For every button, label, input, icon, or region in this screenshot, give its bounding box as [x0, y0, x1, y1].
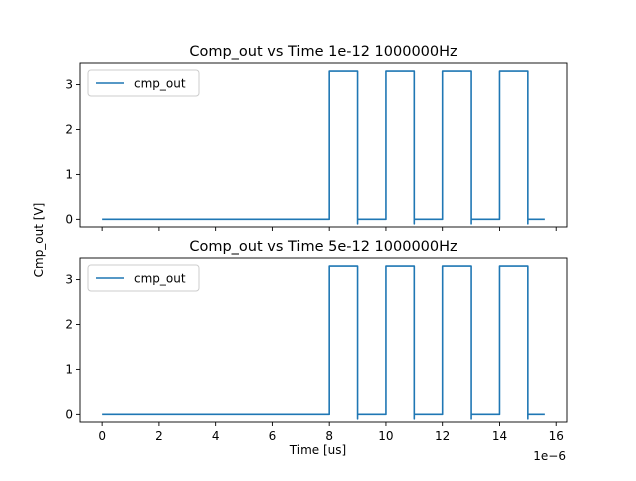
x-offset-label: 1e−6 — [533, 449, 566, 463]
chart-title: Comp_out vs Time 5e-12 1000000Hz — [189, 239, 457, 255]
y-tick-label: 3 — [65, 78, 73, 92]
y-tick-label: 2 — [65, 122, 73, 136]
legend-box — [87, 264, 200, 292]
y-tick-label: 0 — [65, 212, 73, 226]
shared-x-axis-label: Time [us] — [289, 443, 346, 457]
shared-y-axis-label: Cmp_out [V] — [32, 203, 46, 278]
chart-title: Comp_out vs Time 1e-12 1000000Hz — [189, 44, 457, 60]
series-line-1 — [102, 70, 545, 225]
y-tick-label: 1 — [65, 362, 73, 376]
x-tick-label: 10 — [378, 429, 393, 443]
axes-frame — [79, 257, 568, 423]
legend-label: cmp_out — [134, 77, 186, 91]
y-tick-label: 0 — [65, 407, 73, 421]
y-tick-label: 3 — [65, 273, 73, 287]
x-tick-label: 8 — [325, 429, 333, 443]
x-tick-label: 2 — [155, 429, 163, 443]
x-tick-label: 0 — [98, 429, 106, 443]
x-tick-label: 12 — [435, 429, 450, 443]
y-tick-label: 1 — [65, 167, 73, 181]
subplot-top: 0 1 2 3 Comp_out vs Time 1e-12 1000000Hz cmp_… — [65, 44, 568, 231]
y-tick-label: 2 — [65, 317, 73, 331]
x-tick-label: 16 — [549, 429, 564, 443]
legend-label: cmp_out — [134, 272, 186, 286]
x-tick-label: 4 — [212, 429, 220, 443]
series-line-1 — [102, 265, 545, 420]
legend-box — [87, 69, 200, 97]
axes-frame — [79, 62, 568, 228]
x-tick-label: 6 — [269, 429, 277, 443]
x-tick-label: 14 — [492, 429, 507, 443]
